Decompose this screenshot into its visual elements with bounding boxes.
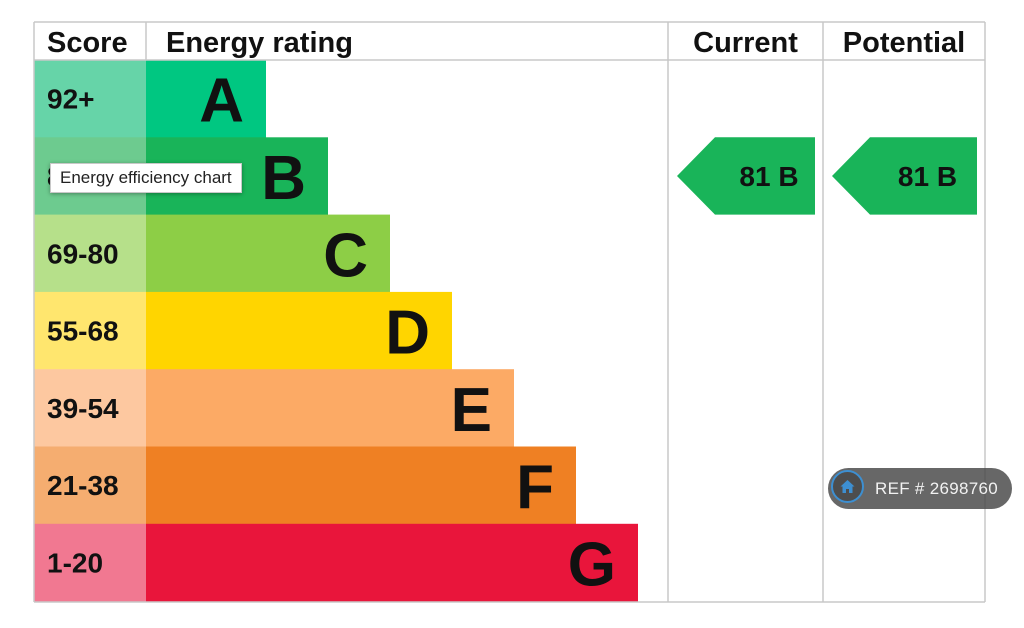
band-letter-g: G xyxy=(568,530,616,599)
band-bar-g xyxy=(146,523,638,602)
score-cell-f xyxy=(34,446,146,525)
header-current: Current xyxy=(693,27,798,59)
band-letter-d: D xyxy=(385,299,430,368)
indicators-layer: 81 B 81 B xyxy=(677,137,977,215)
score-label-d: 55-68 xyxy=(47,316,119,347)
home-icon xyxy=(831,470,864,503)
band-bar-e xyxy=(146,369,514,447)
score-cell-c xyxy=(34,214,146,293)
score-label-f: 21-38 xyxy=(47,470,119,501)
score-cell-d xyxy=(34,291,146,370)
band-bar-a xyxy=(146,60,266,138)
band-letter-a: A xyxy=(199,67,244,136)
band-letter-b: B xyxy=(261,144,306,213)
band-bar-d xyxy=(146,291,452,370)
potential-rating-label: 81 B xyxy=(898,161,957,192)
header-energy-rating: Energy rating xyxy=(166,27,353,59)
band-bar-c xyxy=(146,214,390,293)
band-letter-e: E xyxy=(451,376,492,445)
band-letter-f: F xyxy=(516,453,554,522)
ref-badge[interactable]: REF # 2698760 xyxy=(828,468,1012,509)
score-cell-g xyxy=(34,523,146,602)
ref-number: REF # 2698760 xyxy=(875,479,998,498)
score-label-a: 92+ xyxy=(47,84,95,115)
tooltip-text: Energy efficiency chart xyxy=(60,168,232,187)
current-rating-label: 81 B xyxy=(739,161,798,192)
score-cell-a xyxy=(34,60,146,138)
score-label-c: 69-80 xyxy=(47,238,119,269)
current-rating-arrow xyxy=(677,137,815,215)
score-label-e: 39-54 xyxy=(47,393,119,424)
potential-rating-arrow xyxy=(832,137,977,215)
header-score: Score xyxy=(47,27,128,59)
band-letter-c: C xyxy=(323,221,368,290)
score-cell-e xyxy=(34,369,146,447)
headers-layer: Score Energy rating Current Potential xyxy=(47,27,965,59)
header-potential: Potential xyxy=(843,27,965,59)
band-bar-f xyxy=(146,446,576,525)
tooltip: Energy efficiency chart xyxy=(50,163,242,193)
score-label-g: 1-20 xyxy=(47,547,103,578)
